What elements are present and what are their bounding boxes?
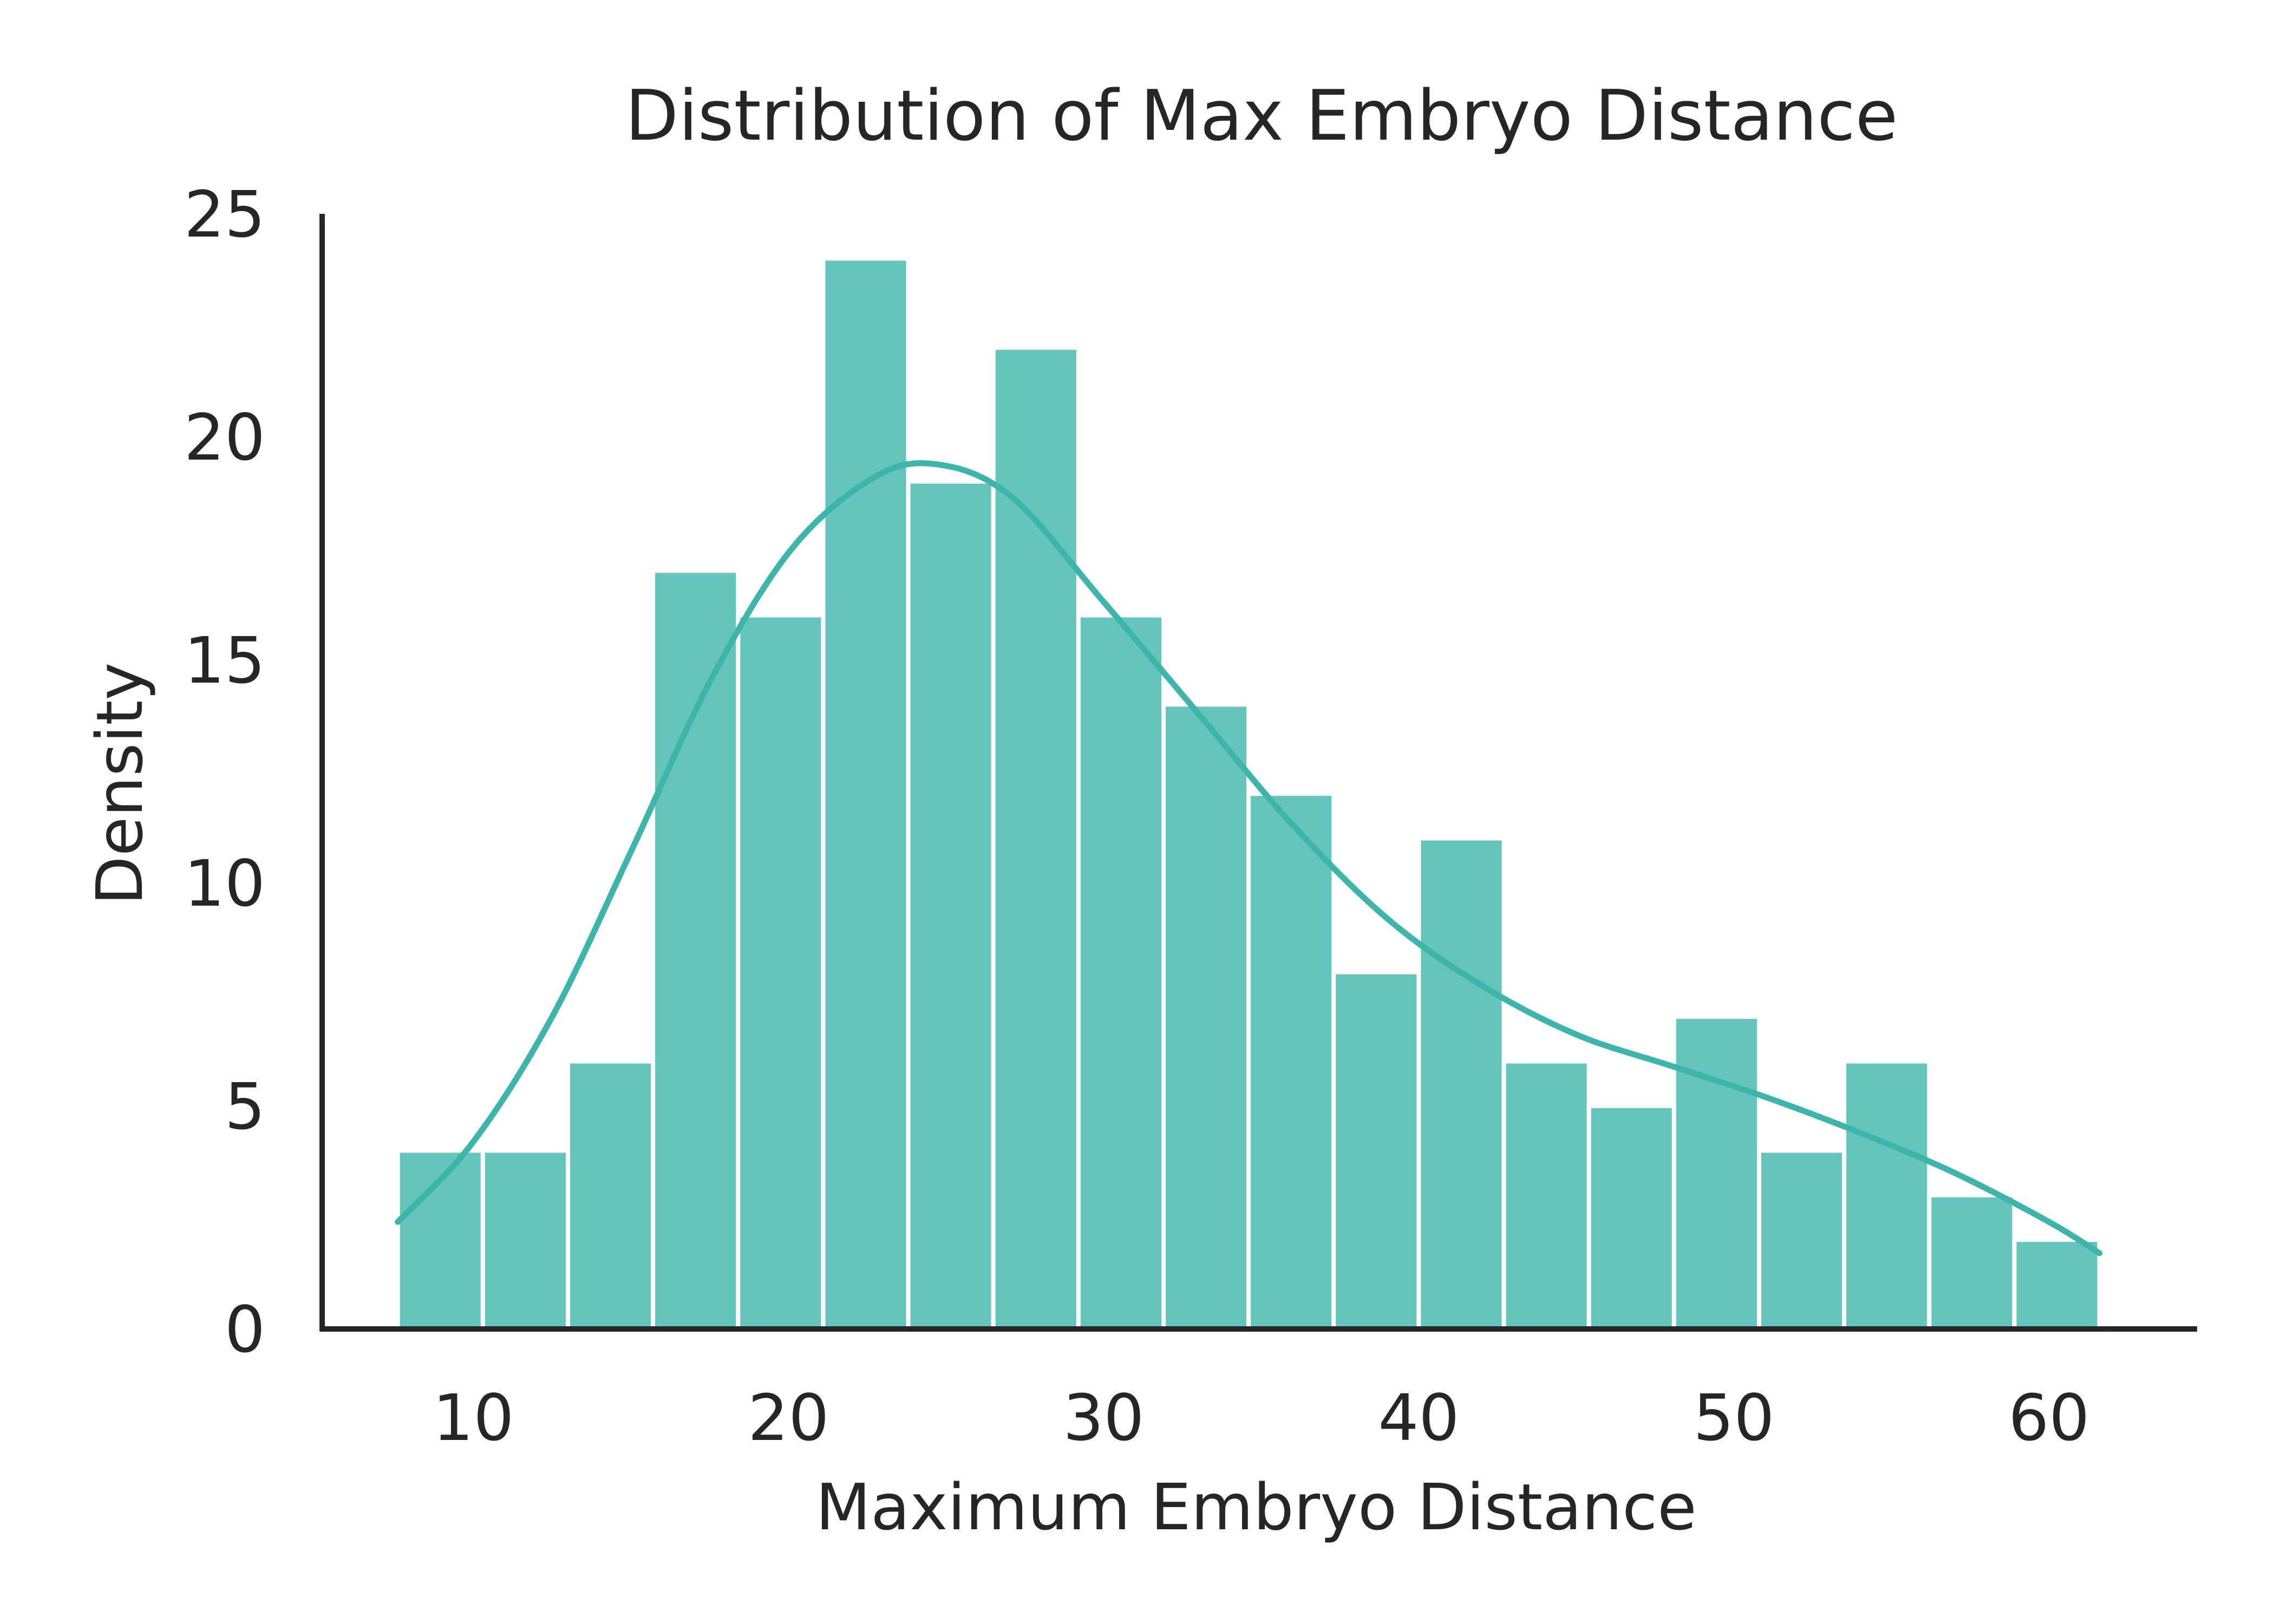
histogram-bar-12	[1331, 970, 1421, 1332]
histogram-bar-6	[821, 256, 911, 1331]
x-axis-ticks: 10 20 30 40 50 60	[433, 1380, 2089, 1455]
y-tick-label: 20	[184, 400, 265, 475]
x-tick-label: 10	[433, 1380, 514, 1455]
histogram-bar-17	[1756, 1148, 1847, 1331]
chart-title: Distribution of Max Embryo Distance	[625, 76, 1898, 156]
histogram-bar-11	[1246, 791, 1336, 1331]
histogram-bar-16	[1671, 1014, 1761, 1331]
x-tick-label: 50	[1693, 1380, 1774, 1455]
kde-curve	[395, 460, 2103, 1256]
histogram-bar-7	[906, 479, 996, 1331]
y-tick-label: 0	[225, 1292, 265, 1367]
histogram-bar-5	[736, 613, 826, 1331]
histogram-bar-19	[1927, 1193, 2017, 1332]
y-tick-label: 25	[184, 177, 265, 252]
histogram-bar-2	[480, 1148, 570, 1331]
y-axis-label: Density	[82, 663, 157, 906]
histogram-bar-10	[1161, 702, 1251, 1331]
y-tick-label: 10	[184, 846, 265, 921]
histogram-bar-3	[565, 1059, 656, 1331]
x-tick-label: 40	[1378, 1380, 1459, 1455]
x-tick-label: 20	[748, 1380, 829, 1455]
histogram-bar-14	[1501, 1059, 1591, 1331]
y-axis-ticks: 0 5 10 15 20 25	[184, 177, 265, 1367]
histogram-bar-18	[1842, 1059, 1932, 1331]
histogram-bars	[395, 256, 2102, 1332]
y-tick-label: 15	[184, 623, 265, 698]
histogram-bar-20	[2012, 1237, 2102, 1331]
y-tick-label: 5	[225, 1069, 265, 1144]
histogram-bar-15	[1586, 1104, 1676, 1331]
histogram-bar-9	[1076, 613, 1166, 1331]
axes	[319, 214, 2197, 1332]
x-tick-label: 30	[1063, 1380, 1144, 1455]
x-axis-label: Maximum Embryo Distance	[815, 1470, 1696, 1544]
histogram-bar-8	[991, 345, 1081, 1332]
histogram-bar-13	[1416, 836, 1506, 1331]
histogram-bar-4	[651, 568, 741, 1331]
x-tick-label: 60	[2008, 1380, 2089, 1455]
